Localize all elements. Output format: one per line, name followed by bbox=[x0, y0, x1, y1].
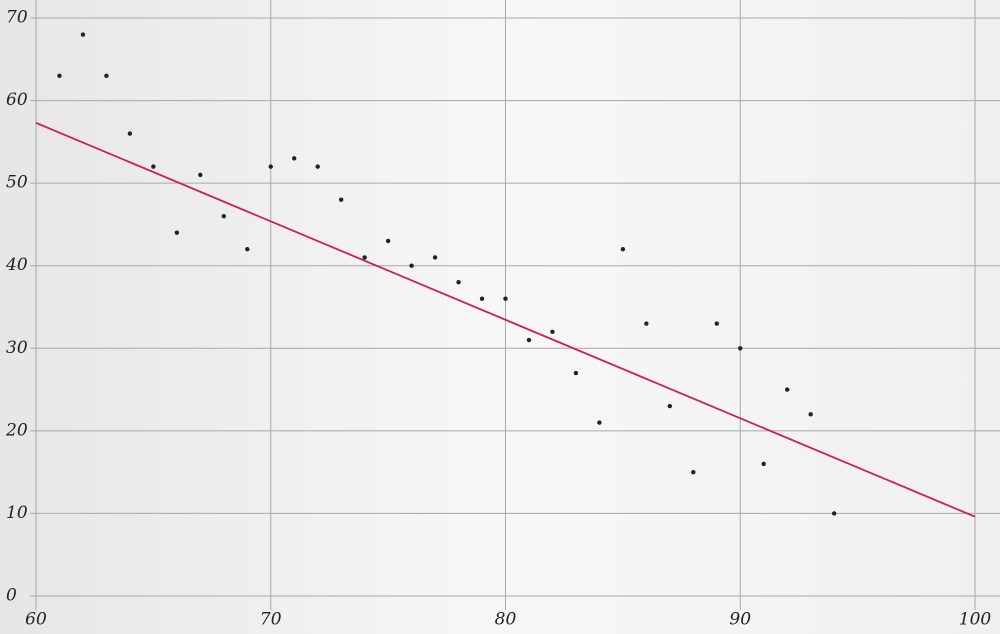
point bbox=[315, 164, 320, 169]
point bbox=[80, 32, 86, 37]
y-tick-label: 20 bbox=[5, 420, 28, 440]
point bbox=[409, 263, 414, 268]
x-tick-label: 80 bbox=[495, 610, 517, 630]
point bbox=[104, 73, 109, 79]
point bbox=[245, 247, 250, 252]
point bbox=[151, 164, 156, 169]
y-tick-label: 50 bbox=[6, 173, 28, 193]
x-tick-label: 70 bbox=[260, 610, 282, 630]
point bbox=[620, 247, 626, 252]
point bbox=[831, 511, 837, 516]
point bbox=[738, 346, 743, 351]
point bbox=[761, 461, 766, 467]
y-tick-label: 0 bbox=[6, 586, 17, 606]
point bbox=[432, 255, 438, 260]
point bbox=[785, 387, 790, 392]
point bbox=[550, 329, 555, 334]
point bbox=[597, 420, 602, 425]
point bbox=[198, 172, 203, 178]
x-tick-label: 90 bbox=[729, 610, 751, 630]
point bbox=[691, 469, 696, 475]
point bbox=[644, 321, 649, 326]
point bbox=[573, 370, 579, 376]
point bbox=[456, 280, 461, 285]
y-tick-label: 40 bbox=[5, 255, 28, 275]
point bbox=[338, 197, 344, 202]
point bbox=[57, 73, 62, 79]
point bbox=[174, 230, 180, 235]
fit-line bbox=[35, 122, 976, 518]
point bbox=[268, 164, 273, 169]
point bbox=[385, 238, 391, 244]
point bbox=[127, 131, 133, 136]
y-tick-label: 60 bbox=[6, 90, 28, 110]
point bbox=[292, 156, 297, 161]
point bbox=[714, 321, 719, 326]
point bbox=[526, 337, 532, 343]
point bbox=[221, 213, 226, 219]
x-tick-label: 100 bbox=[959, 610, 992, 630]
y-tick-label: 10 bbox=[6, 503, 28, 523]
x-tick-label: 60 bbox=[25, 610, 47, 630]
point bbox=[362, 255, 367, 260]
point bbox=[503, 296, 508, 301]
y-tick-label: 70 bbox=[6, 8, 28, 28]
point bbox=[479, 296, 485, 301]
point bbox=[667, 403, 673, 409]
y-tick-label: 30 bbox=[6, 338, 28, 358]
point bbox=[808, 412, 813, 417]
